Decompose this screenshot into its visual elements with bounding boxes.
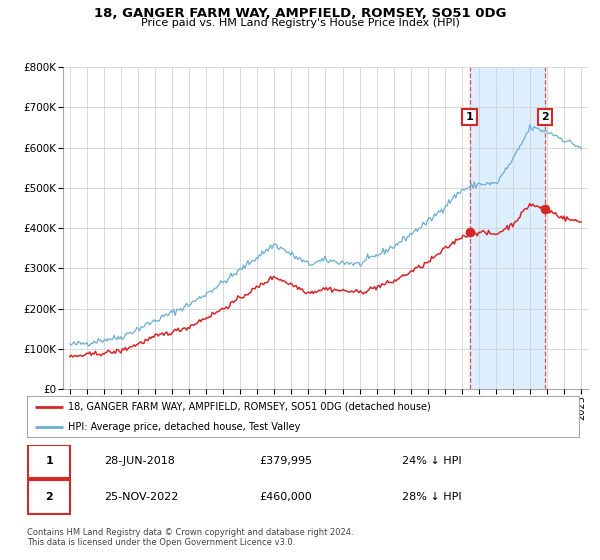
Text: 28% ↓ HPI: 28% ↓ HPI [403, 492, 462, 502]
Text: £379,995: £379,995 [259, 456, 312, 466]
FancyBboxPatch shape [28, 445, 70, 478]
Text: 18, GANGER FARM WAY, AMPFIELD, ROMSEY, SO51 0DG (detached house): 18, GANGER FARM WAY, AMPFIELD, ROMSEY, S… [68, 402, 431, 412]
Text: 2: 2 [45, 492, 53, 502]
Text: 28-JUN-2018: 28-JUN-2018 [104, 456, 175, 466]
Text: 24% ↓ HPI: 24% ↓ HPI [403, 456, 462, 466]
Text: HPI: Average price, detached house, Test Valley: HPI: Average price, detached house, Test… [68, 422, 301, 432]
Text: Contains HM Land Registry data © Crown copyright and database right 2024.
This d: Contains HM Land Registry data © Crown c… [27, 528, 353, 547]
Text: 25-NOV-2022: 25-NOV-2022 [104, 492, 179, 502]
Text: 2: 2 [541, 112, 549, 122]
Text: 1: 1 [466, 112, 473, 122]
Bar [470, 67, 545, 389]
Text: Price paid vs. HM Land Registry's House Price Index (HPI): Price paid vs. HM Land Registry's House … [140, 18, 460, 28]
Text: £460,000: £460,000 [259, 492, 311, 502]
FancyBboxPatch shape [28, 480, 70, 514]
Text: 1: 1 [45, 456, 53, 466]
Text: 18, GANGER FARM WAY, AMPFIELD, ROMSEY, SO51 0DG: 18, GANGER FARM WAY, AMPFIELD, ROMSEY, S… [94, 7, 506, 20]
